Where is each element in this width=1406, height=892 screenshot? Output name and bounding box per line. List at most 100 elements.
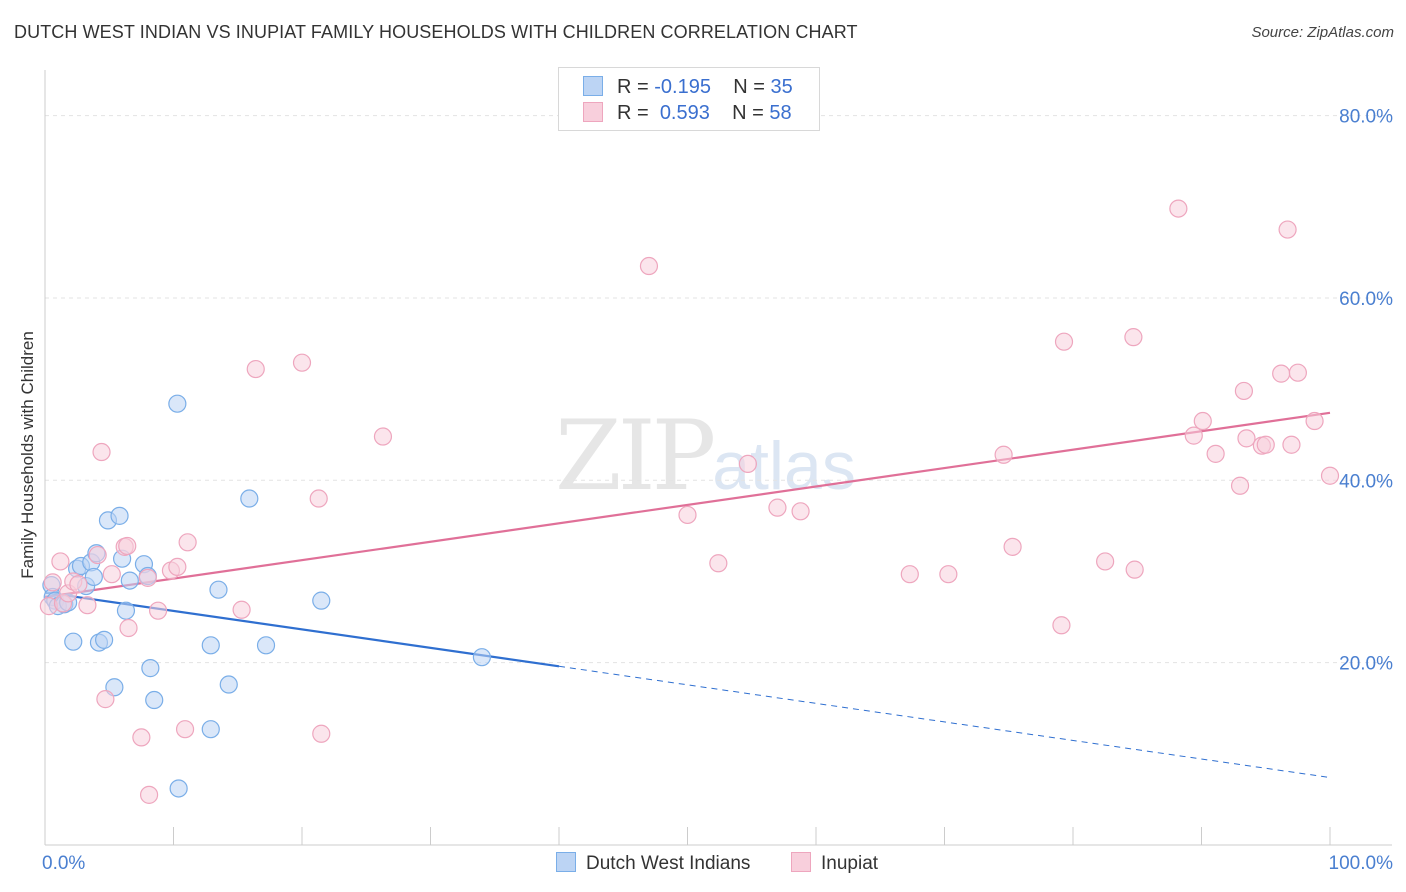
dutch-west-indian-point [64,632,83,651]
inupiat-point [1256,435,1275,454]
inupiat-point [119,618,138,638]
inupiat-point [768,498,787,517]
inupiat-point [178,533,197,552]
trend-lines [44,411,1331,779]
inupiat-point [138,568,157,587]
inupiat-point [1184,426,1203,445]
inupiat-point [1206,444,1225,463]
legend-n-label: N = [733,76,765,98]
inupiat-point [139,785,159,804]
inupiat-point [1278,220,1297,239]
legend-row-dutch-west-indians: R = -0.195 N = 35 [583,76,793,102]
inupiat-point [132,728,151,747]
dutch-west-indian-point [95,630,114,649]
legend-n-value: 58 [769,102,792,124]
dutch-west-indian-point [472,648,491,667]
y-tick-label: 20.0% [1339,654,1393,675]
legend-r-value: 0.593 [659,102,710,124]
dutch-west-indian-point [116,601,136,620]
correlation-legend: R = -0.195 N = 35 R = 0.593 N = 58 [558,67,820,131]
inupiat-point [102,565,121,584]
legend-label: Dutch West Indians [586,853,751,874]
dutch-west-indian-point [201,636,220,655]
inupiat-point [78,596,97,615]
dutch-west-indian-point [120,571,139,590]
watermark-main: ZIP [555,400,716,512]
inupiat-point [1288,363,1307,382]
inupiat-point [312,724,331,743]
dutch-west-indian-point [145,690,164,710]
legend-r-value: -0.195 [654,76,711,98]
dutch-west-indian-point [169,779,188,798]
inupiat-point [1237,429,1256,448]
inupiat-point [939,565,958,584]
inupiat-point [1003,537,1022,556]
inupiat-point [96,690,115,709]
inupiat-point [1096,552,1115,571]
legend-swatch-blue [583,76,603,96]
inupiat-point [88,545,107,565]
legend-row-inupiat: R = 0.593 N = 58 [583,102,792,128]
y-tick-label: 40.0% [1339,471,1393,492]
inupiat-point [1052,616,1071,635]
legend-r-label: R = [617,102,649,124]
dutch-west-indian-point [256,636,276,655]
legend-n-label: N = [732,102,764,124]
inupiat-point [994,445,1013,464]
inupiat-point [1320,466,1340,485]
inupiat-point [639,256,659,276]
legend-label: Inupiat [821,853,879,874]
legend-inupiat: Inupiat [791,852,878,875]
inupiat-point [292,353,312,372]
legend-r-label: R = [617,76,649,98]
y-tick-label: 80.0% [1339,107,1393,128]
inupiat-point [51,552,70,571]
legend-swatch-blue [556,852,576,872]
legend-swatch-pink [583,102,603,122]
dutch-west-indian-point [219,675,238,694]
dutch-west-indian-point [84,567,103,587]
gridlines [45,115,1392,664]
inupiat-point [43,573,62,592]
dutch-west-indian-point [141,659,160,678]
inupiat-point [1124,328,1143,347]
inupiat-point [1125,560,1144,579]
inupiat-point [1272,364,1291,383]
inupiat-point [69,575,88,594]
inupiat-point [1305,411,1324,431]
inupiat-point [1234,381,1254,401]
inupiat-point [1230,476,1250,495]
inupiat-point [1193,411,1212,431]
legend-dutch-west-indians: Dutch West Indians [556,852,750,875]
legend-swatch-pink [791,852,811,872]
dutch-west-indian-point [201,720,220,739]
inupiat-point [709,554,728,573]
data-points [39,199,1340,804]
inupiat-point [118,536,137,556]
inupiat-point [1054,332,1074,351]
x-tick-label: 0.0% [42,853,85,874]
dutch-west-indian-point [312,591,331,610]
chart-title: DUTCH WEST INDIAN VS INUPIAT FAMILY HOUS… [14,22,858,42]
inupiat-trend-line [44,411,1331,599]
watermark: ZIPatlas [555,400,856,512]
inupiat-point [168,557,187,577]
dutch-west-indian-point [110,506,129,525]
inupiat-point [148,601,168,620]
y-tick-label: 60.0% [1339,289,1393,310]
dutch-west-indian-point [209,580,228,599]
tick-labels: 20.0% 40.0% 60.0% 80.0% 0.0% 100.0% [42,107,1393,874]
dutch-west-indian-point [168,394,187,413]
legend-n-value: 35 [770,76,793,98]
inupiat-point [791,502,810,521]
inupiat-point [373,427,393,446]
inupiat-point [246,359,265,379]
inupiat-point [678,505,697,525]
dutch-west-indian-trend-extension [558,665,1331,779]
axes [44,70,1392,846]
x-tick-label: 100.0% [1329,853,1394,874]
inupiat-point [309,489,328,508]
inupiat-point [738,454,757,473]
inupiat-point [900,565,919,584]
